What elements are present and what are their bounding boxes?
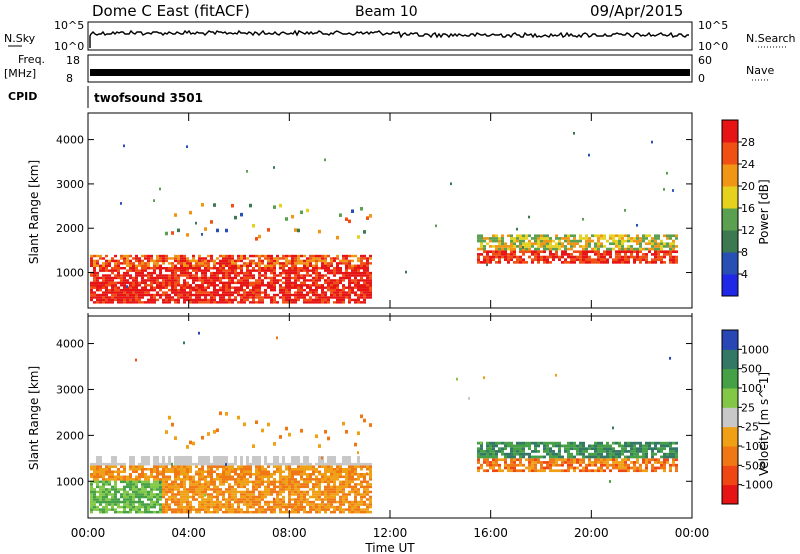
- nsearch-tick-top: 10^5: [698, 19, 728, 32]
- colorbar-tick-label-1-7: -1000: [741, 479, 773, 492]
- colorbar-segment-0-2: [722, 230, 738, 253]
- x-tick-label-6: 00:00: [675, 526, 710, 540]
- y-tick-label-1-1: 2000: [56, 429, 84, 442]
- colorbar-tick-label-0-1: 8: [741, 246, 748, 259]
- colorbar-segment-1-6: [722, 368, 738, 389]
- x-tick-label-3: 12:00: [373, 526, 408, 540]
- nsearch-label: N.Search: [746, 32, 796, 45]
- colorbar-segment-1-8: [722, 330, 738, 350]
- freq-tick-top: 18: [66, 54, 80, 67]
- colorbar-segment-0-6: [722, 142, 738, 165]
- colorbar-tick-label-0-5: 24: [741, 158, 755, 171]
- freq-unit: [MHz]: [4, 67, 36, 80]
- colorbar-tick-label-0-4: 20: [741, 180, 755, 193]
- nave-label: Nave: [746, 64, 774, 77]
- colorbar-tick-label-0-2: 12: [741, 224, 755, 237]
- colorbar-tick-label-0-3: 16: [741, 202, 755, 215]
- x-axis-label: Time UT: [364, 541, 415, 554]
- colorbar-segment-1-3: [722, 426, 738, 447]
- x-axis: 00:00 04:00 08:00 12:00 16:00 20:00 00:00: [71, 113, 710, 540]
- colorbar-segment-0-5: [722, 164, 738, 187]
- colorbar-segment-0-3: [722, 208, 738, 231]
- nsky-trace: [89, 29, 689, 48]
- y-tick-label-0-0: 1000: [56, 267, 84, 280]
- power-colorbar-label: Power [dB]: [757, 179, 771, 244]
- y-tick-label-0-3: 4000: [56, 134, 84, 147]
- velocity-ylabel: Slant Range [km]: [27, 366, 41, 470]
- freq-trace: [90, 69, 690, 76]
- x-tick-label-4: 16:00: [473, 526, 508, 540]
- plot-title: Dome C East (fitACF): [92, 2, 250, 20]
- nsky-label: N.Sky: [4, 32, 36, 45]
- freq-tick-bottom: 8: [66, 72, 73, 85]
- nsky-tick-top: 10^5: [54, 19, 84, 32]
- x-tick-label-5: 20:00: [574, 526, 609, 540]
- x-tick-label-2: 08:00: [272, 526, 307, 540]
- colorbar-tick-label-1-2: 100: [741, 382, 762, 395]
- x-tick-label-1: 04:00: [171, 526, 206, 540]
- power-colorbar: 4 8 12 16 20 24 28: [721, 119, 755, 297]
- colorbar-segment-1-7: [722, 349, 738, 370]
- colorbar-tick-label-1-1: 500: [741, 363, 762, 376]
- colorbar-tick-label-0-0: 4: [741, 268, 748, 281]
- nsky-panel: [87, 21, 693, 51]
- x-tick-label-0: 00:00: [71, 526, 106, 540]
- y-tick-label-0-1: 2000: [56, 222, 84, 235]
- colorbar-tick-label-1-4: -25: [741, 421, 759, 434]
- colorbar-tick-label-1-6: -500: [741, 459, 766, 472]
- colorbar-segment-0-4: [722, 186, 738, 209]
- colorbar-segment-1-2: [722, 446, 738, 466]
- colorbar-segment-1-1: [722, 465, 738, 486]
- colorbar-frame-1: [721, 329, 739, 505]
- cpid-label: CPID: [8, 90, 37, 103]
- y-tick-label-0-2: 3000: [56, 178, 84, 191]
- date-label: 09/Apr/2015: [590, 2, 683, 20]
- colorbar-segment-1-5: [722, 388, 738, 408]
- cpid-value: twofsound 3501: [94, 91, 203, 105]
- nsky-tick-bottom: 10^0: [54, 40, 84, 53]
- colorbar-segment-0-1: [722, 252, 738, 275]
- colorbar-segment-1-4: [722, 407, 738, 428]
- beam-label: Beam 10: [355, 4, 418, 20]
- colorbar-segment-0-7: [722, 120, 738, 143]
- freq-panel: [87, 54, 693, 83]
- nave-tick-bottom: 0: [698, 72, 705, 85]
- velocity-colorbar-label: Velocity [m s^-1]: [757, 372, 771, 476]
- colorbar-tick-label-1-5: -100: [741, 440, 766, 453]
- colorbar-tick-label-0-6: 28: [741, 136, 755, 149]
- y-tick-label-1-0: 1000: [56, 475, 84, 488]
- velocity-heatmap: [90, 331, 678, 514]
- y-tick-label-1-2: 3000: [56, 383, 84, 396]
- y-tick-label-1-3: 4000: [56, 338, 84, 351]
- freq-label: Freq.: [18, 53, 45, 66]
- nave-tick-top: 60: [698, 54, 712, 67]
- colorbar-segment-1-0: [722, 484, 738, 505]
- power-ylabel: Slant Range [km]: [27, 160, 41, 264]
- colorbar-tick-label-1-3: 25: [741, 401, 755, 414]
- nsearch-tick-bottom: 10^0: [698, 40, 728, 53]
- colorbar-tick-label-1-0: 1000: [741, 343, 769, 356]
- colorbar-segment-0-0: [722, 274, 738, 297]
- power-heatmap: [90, 131, 678, 304]
- velocity-colorbar: 1000 500 100 25 -25 -100 -500 -1000: [721, 329, 773, 505]
